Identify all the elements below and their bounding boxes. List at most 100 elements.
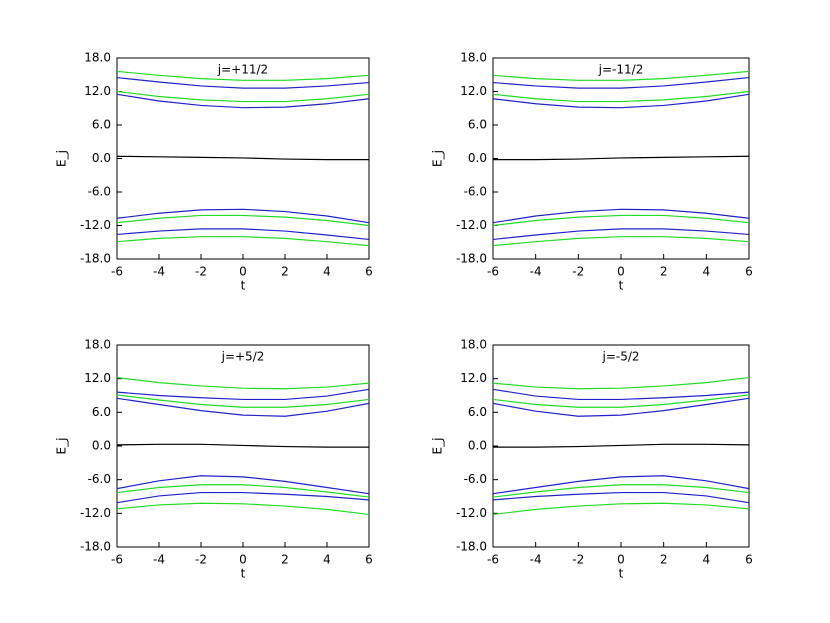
y-tick-label: -6.0 (464, 185, 487, 199)
series-line (492, 90, 750, 103)
x-tick-label: 0 (239, 265, 247, 279)
x-axis-label: t (619, 567, 624, 581)
series-line (116, 155, 369, 161)
y-tick-label: 18.0 (460, 51, 487, 65)
series-line (493, 155, 750, 161)
series-line (116, 90, 370, 103)
series-line (492, 491, 750, 504)
y-tick-label: 12.0 (460, 371, 487, 385)
x-tick-label: -6 (111, 553, 123, 567)
y-tick-label: -18.0 (456, 252, 487, 266)
y-axis-label: E_j (55, 150, 69, 167)
x-tick-label: 2 (281, 265, 289, 279)
x-tick-label: -6 (487, 553, 499, 567)
series-line (116, 502, 370, 516)
series-line (116, 397, 370, 417)
series-line (116, 93, 370, 109)
y-tick-label: 0.0 (92, 151, 111, 165)
y-tick-label: 12.0 (84, 84, 111, 98)
series-line (116, 70, 370, 81)
series-line (492, 394, 750, 408)
series-line (116, 491, 370, 504)
series-line (116, 214, 370, 227)
y-tick-label: -12.0 (456, 506, 487, 520)
x-tick-label: -2 (572, 553, 584, 567)
x-tick-label: 6 (365, 553, 373, 567)
series-line (116, 394, 370, 408)
series-line (116, 484, 370, 498)
series-line (116, 475, 370, 495)
series-line (492, 475, 750, 495)
x-tick-label: -4 (530, 553, 542, 567)
x-tick-label: 2 (660, 265, 668, 279)
y-tick-label: -6.0 (88, 185, 111, 199)
y-tick-label: 12.0 (460, 84, 487, 98)
y-tick-label: -6.0 (88, 472, 111, 486)
panel-title: j=+5/2 (221, 350, 265, 364)
y-tick-label: -6.0 (464, 472, 487, 486)
x-tick-label: -4 (153, 553, 165, 567)
x-tick-label: 6 (745, 265, 753, 279)
series-line (492, 214, 750, 227)
y-tick-label: 18.0 (84, 51, 111, 65)
series-line (116, 376, 370, 390)
y-tick-label: 6.0 (468, 405, 487, 419)
x-tick-label: -4 (153, 265, 165, 279)
series-line (492, 236, 750, 247)
x-axis-label: t (241, 567, 246, 581)
series-line (492, 388, 750, 401)
panel-title: j=-5/2 (601, 350, 639, 364)
panel-title: j=-11/2 (598, 63, 644, 77)
y-tick-label: -18.0 (456, 540, 487, 554)
x-axis-label: t (619, 279, 624, 293)
series-line (492, 70, 750, 81)
y-tick-label: -12.0 (456, 218, 487, 232)
series-line (493, 443, 750, 448)
y-tick-label: 18.0 (84, 338, 111, 352)
y-tick-label: 18.0 (460, 338, 487, 352)
y-tick-label: 0.0 (468, 151, 487, 165)
y-tick-label: 6.0 (468, 118, 487, 132)
series-line (492, 484, 750, 498)
series-line (492, 208, 750, 224)
y-tick-label: 0.0 (92, 439, 111, 453)
x-tick-label: 4 (703, 553, 711, 567)
y-tick-label: 0.0 (468, 439, 487, 453)
y-axis-label: E_j (55, 438, 69, 455)
y-tick-label: 6.0 (92, 405, 111, 419)
y-tick-label: -12.0 (80, 506, 111, 520)
x-tick-label: 6 (745, 553, 753, 567)
x-tick-label: -2 (195, 553, 207, 567)
x-tick-label: 4 (323, 265, 331, 279)
series-line (116, 208, 370, 224)
x-tick-label: -4 (530, 265, 542, 279)
series-line (116, 388, 370, 401)
y-tick-label: 12.0 (84, 371, 111, 385)
series-line (116, 443, 369, 448)
series-line (116, 228, 370, 241)
x-tick-label: 2 (281, 553, 289, 567)
y-tick-label: -18.0 (80, 540, 111, 554)
series-line (492, 502, 750, 516)
y-tick-label: -12.0 (80, 218, 111, 232)
series-line (492, 228, 750, 241)
x-tick-label: 0 (617, 553, 625, 567)
x-tick-label: 4 (703, 265, 711, 279)
x-tick-label: 6 (365, 265, 373, 279)
series-line (492, 93, 750, 109)
x-tick-label: 0 (617, 265, 625, 279)
series-line (492, 397, 750, 417)
x-tick-label: 0 (239, 553, 247, 567)
x-tick-label: 2 (660, 553, 668, 567)
y-tick-label: 6.0 (92, 118, 111, 132)
panel-title: j=+11/2 (217, 63, 268, 77)
series-line (116, 236, 370, 247)
x-tick-label: -2 (572, 265, 584, 279)
y-tick-label: -18.0 (80, 252, 111, 266)
x-axis-label: t (241, 279, 246, 293)
y-axis-label: E_j (431, 438, 445, 455)
x-tick-label: -6 (111, 265, 123, 279)
x-tick-label: 4 (323, 553, 331, 567)
x-tick-label: -2 (195, 265, 207, 279)
